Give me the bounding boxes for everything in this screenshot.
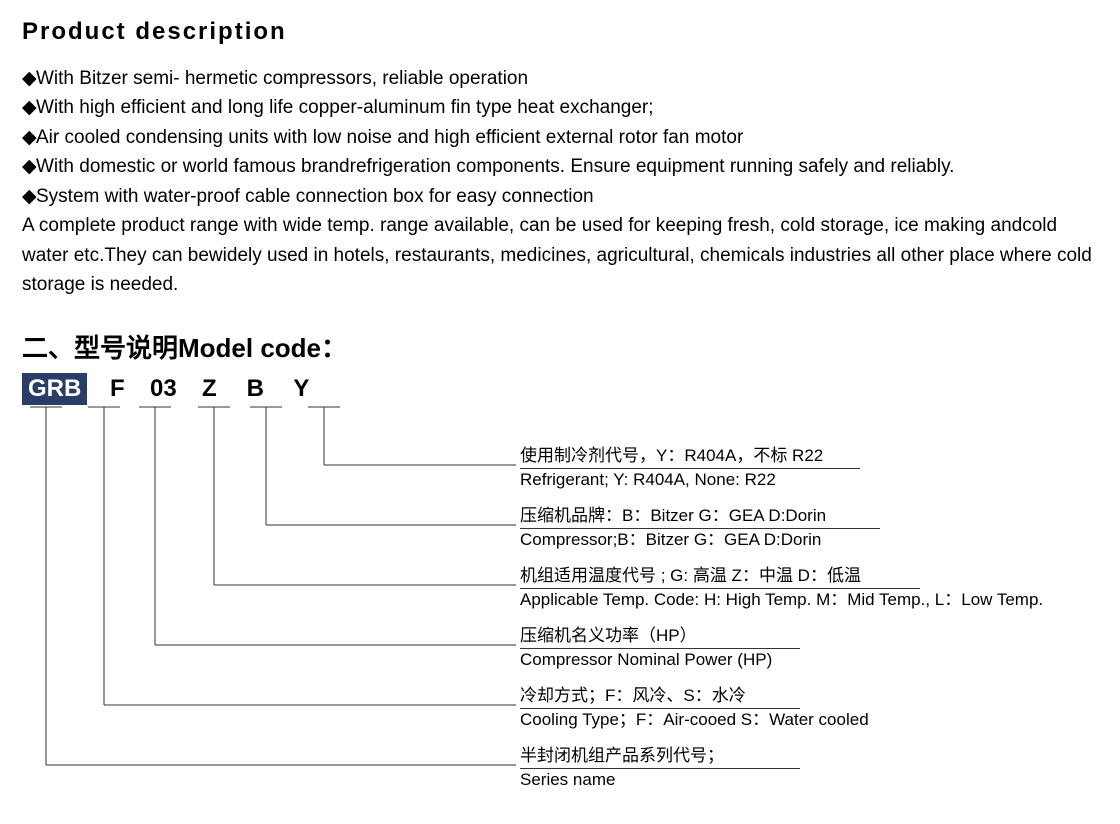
- code-desc-0: 使用制冷剂代号，Y：R404A，不标 R22Refrigerant; Y: R4…: [520, 445, 1120, 493]
- code-desc-2: 机组适用温度代号 ; G: 高温 Z：中温 D：低温Applicable Tem…: [520, 565, 1120, 613]
- code-desc-cn: 压缩机名义功率（HP）: [520, 625, 800, 650]
- code-desc-3: 压缩机名义功率（HP）Compressor Nominal Power (HP): [520, 625, 1120, 673]
- bullet-text: With high efficient and long life copper…: [36, 93, 1098, 122]
- code-desc-cn: 冷却方式；F：风冷、S：水冷: [520, 685, 800, 710]
- bullet-item: ◆System with water-proof cable connectio…: [22, 182, 1098, 211]
- summary-text: A complete product range with wide temp.…: [22, 211, 1098, 299]
- bullet-item: ◆With domestic or world famous brandrefr…: [22, 152, 1098, 181]
- code-desc-cn: 机组适用温度代号 ; G: 高温 Z：中温 D：低温: [520, 565, 920, 590]
- code-part-y: Y: [285, 375, 317, 403]
- code-part-f: F: [101, 375, 133, 403]
- code-part-grb: GRB: [22, 373, 87, 405]
- bullet-diamond-icon: ◆: [22, 93, 36, 122]
- code-desc-en: Series name: [520, 769, 1120, 792]
- bullet-item: ◆Air cooled condensing units with low no…: [22, 123, 1098, 152]
- bullet-diamond-icon: ◆: [22, 152, 36, 181]
- code-desc-5: 半封闭机组产品系列代号；Series name: [520, 745, 1120, 793]
- bullet-list: ◆With Bitzer semi- hermetic compressors,…: [22, 64, 1098, 300]
- bullet-diamond-icon: ◆: [22, 123, 36, 152]
- code-part-b: B: [239, 375, 271, 403]
- code-desc-cn: 半封闭机组产品系列代号；: [520, 745, 800, 770]
- code-desc-en: Compressor Nominal Power (HP): [520, 649, 1120, 672]
- page-title: Product description: [22, 18, 1098, 46]
- bullet-text: System with water-proof cable connection…: [36, 182, 1098, 211]
- model-code-diagram: 使用制冷剂代号，Y：R404A，不标 R22Refrigerant; Y: R4…: [22, 405, 1098, 785]
- bullet-diamond-icon: ◆: [22, 64, 36, 93]
- code-desc-en: Refrigerant; Y: R404A, None: R22: [520, 469, 1120, 492]
- code-part-03: 03: [147, 375, 179, 403]
- bullet-text: With Bitzer semi- hermetic compressors, …: [36, 64, 1098, 93]
- code-desc-en: Applicable Temp. Code: H: High Temp. M：M…: [520, 589, 1120, 612]
- bullet-text: With domestic or world famous brandrefri…: [36, 152, 1098, 181]
- code-desc-en: Cooling Type；F：Air-cooed S：Water cooled: [520, 709, 1120, 732]
- code-desc-cn: 压缩机品牌：B：Bitzer G：GEA D:Dorin: [520, 505, 880, 530]
- bullet-text: Air cooled condensing units with low noi…: [36, 123, 1098, 152]
- code-desc-cn: 使用制冷剂代号，Y：R404A，不标 R22: [520, 445, 860, 470]
- code-desc-1: 压缩机品牌：B：Bitzer G：GEA D:DorinCompressor;B…: [520, 505, 1120, 553]
- code-desc-4: 冷却方式；F：风冷、S：水冷Cooling Type；F：Air-cooed S…: [520, 685, 1120, 733]
- bullet-item: ◆With high efficient and long life coppe…: [22, 93, 1098, 122]
- bullet-diamond-icon: ◆: [22, 182, 36, 211]
- code-part-z: Z: [193, 375, 225, 403]
- model-code-row: GRB F 03 ZBY: [22, 373, 1098, 405]
- bullet-item: ◆With Bitzer semi- hermetic compressors,…: [22, 64, 1098, 93]
- section-model-code-title: 二、型号说明Model code：: [22, 328, 1098, 365]
- code-desc-en: Compressor;B：Bitzer G：GEA D:Dorin: [520, 529, 1120, 552]
